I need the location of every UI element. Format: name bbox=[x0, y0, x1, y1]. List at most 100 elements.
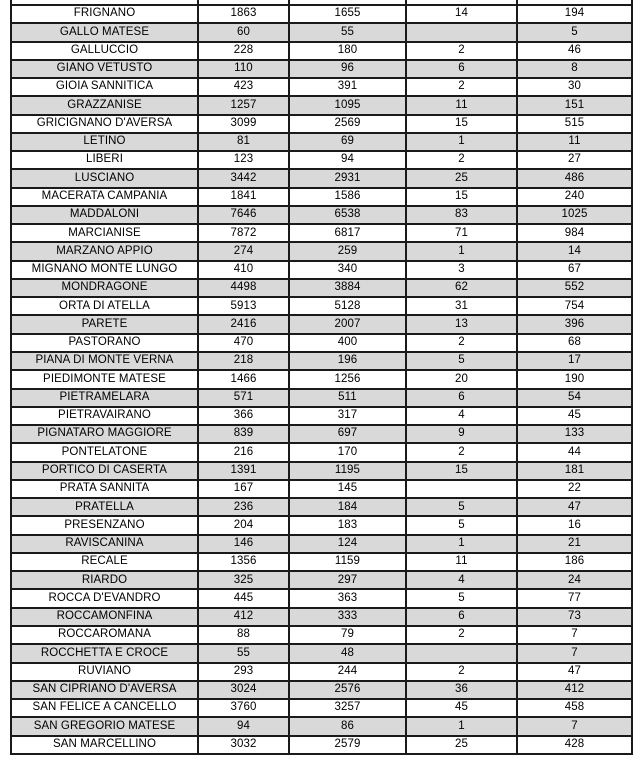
municipality-cell: MIGNANO MONTE LUNGO bbox=[12, 261, 199, 280]
municipality-cell: PASTORANO bbox=[12, 334, 199, 354]
value-cell: 984 bbox=[518, 225, 633, 244]
value-cell: 2 bbox=[407, 444, 518, 463]
municipality-cell: PRATA SANNITA bbox=[12, 480, 199, 500]
value-cell: 7 bbox=[518, 718, 633, 737]
value-cell: 216 bbox=[199, 444, 290, 463]
value-cell: 181 bbox=[518, 462, 633, 481]
value-cell: 9 bbox=[407, 426, 518, 445]
municipality-cell: RUVIANO bbox=[12, 663, 199, 682]
value-cell: 2 bbox=[407, 79, 518, 98]
value-cell: 3099 bbox=[199, 115, 290, 134]
value-cell: 5128 bbox=[290, 298, 407, 317]
value-cell: 11 bbox=[407, 97, 518, 116]
value-cell: 1586 bbox=[290, 188, 407, 207]
municipality-cell: PRATELLA bbox=[12, 499, 199, 518]
value-cell: 259 bbox=[290, 243, 407, 262]
value-cell: 36 bbox=[407, 681, 518, 701]
value-cell: 3760 bbox=[199, 700, 290, 719]
value-cell: 180 bbox=[290, 42, 407, 61]
municipality-cell: PIGNATARO MAGGIORE bbox=[12, 426, 199, 445]
value-cell: 88 bbox=[199, 627, 290, 646]
value-cell: 11 bbox=[518, 133, 633, 153]
value-cell: 2 bbox=[407, 334, 518, 354]
municipality-cell: SAN MARCELLINO bbox=[12, 736, 199, 755]
value-cell: 2931 bbox=[290, 170, 407, 189]
value-cell: 3442 bbox=[199, 170, 290, 189]
municipality-cell: ROCCA D'EVANDRO bbox=[12, 590, 199, 609]
value-cell: 69 bbox=[290, 133, 407, 153]
municipality-cell: PONTELATONE bbox=[12, 444, 199, 463]
value-cell: 1 bbox=[407, 535, 518, 554]
municipality-cell: MARCIANISE bbox=[12, 225, 199, 244]
value-cell: 183 bbox=[290, 517, 407, 536]
value-cell: 236 bbox=[199, 499, 290, 518]
value-cell: 7872 bbox=[199, 225, 290, 244]
value-cell: 1257 bbox=[199, 97, 290, 116]
value-cell: 30 bbox=[518, 79, 633, 98]
value-cell: 79 bbox=[290, 627, 407, 646]
value-cell: 412 bbox=[199, 608, 290, 627]
value-cell: 218 bbox=[199, 353, 290, 372]
table-grid: FRIGNANO 1863 1655 14 194 GALLO MATESE 60 55 5 GA… bbox=[10, 0, 633, 755]
value-cell: 124 bbox=[290, 535, 407, 554]
value-cell: 839 bbox=[199, 426, 290, 445]
municipality-cell: LETINO bbox=[12, 133, 199, 153]
municipality-cell: SAN GREGORIO MATESE bbox=[12, 718, 199, 737]
value-cell: 412 bbox=[518, 681, 633, 701]
value-cell: 391 bbox=[290, 79, 407, 98]
value-cell: 5913 bbox=[199, 298, 290, 317]
municipality-cell: ROCCHETTA E CROCE bbox=[12, 645, 199, 664]
value-cell: 44 bbox=[518, 444, 633, 463]
municipality-cell: ORTA DI ATELLA bbox=[12, 298, 199, 317]
municipality-cell: SAN CIPRIANO D'AVERSA bbox=[12, 681, 199, 701]
value-cell: 55 bbox=[290, 24, 407, 43]
value-cell: 1863 bbox=[199, 5, 290, 25]
value-cell: 133 bbox=[518, 426, 633, 445]
value-cell: 45 bbox=[407, 700, 518, 719]
value-cell: 83 bbox=[407, 206, 518, 226]
value-cell: 11 bbox=[407, 553, 518, 573]
value-cell: 55 bbox=[199, 645, 290, 664]
value-cell bbox=[290, 0, 407, 6]
municipality-cell: GRAZZANISE bbox=[12, 97, 199, 116]
value-cell: 458 bbox=[518, 700, 633, 719]
value-cell: 486 bbox=[518, 170, 633, 189]
value-cell: 60 bbox=[199, 24, 290, 43]
municipality-cell: PIEDIMONTE MATESE bbox=[12, 371, 199, 390]
value-cell: 16 bbox=[518, 517, 633, 536]
value-cell: 5 bbox=[407, 499, 518, 518]
value-cell: 24 bbox=[518, 572, 633, 591]
value-cell: 54 bbox=[518, 389, 633, 408]
value-cell: 15 bbox=[407, 115, 518, 134]
value-cell: 7 bbox=[518, 627, 633, 646]
value-cell: 3 bbox=[407, 261, 518, 280]
municipality-cell: ROCCAMONFINA bbox=[12, 608, 199, 627]
value-cell: 470 bbox=[199, 334, 290, 354]
value-cell: 81 bbox=[199, 133, 290, 153]
value-cell: 5 bbox=[407, 353, 518, 372]
municipality-data-table: FRIGNANO 1863 1655 14 194 GALLO MATESE 60 55 5 GA… bbox=[10, 0, 633, 755]
value-cell: 17 bbox=[518, 353, 633, 372]
value-cell: 4 bbox=[407, 572, 518, 591]
value-cell: 2007 bbox=[290, 316, 407, 335]
value-cell: 20 bbox=[407, 371, 518, 390]
value-cell: 1466 bbox=[199, 371, 290, 390]
value-cell: 293 bbox=[199, 663, 290, 682]
value-cell: 228 bbox=[199, 42, 290, 61]
value-cell: 6817 bbox=[290, 225, 407, 244]
value-cell: 240 bbox=[518, 188, 633, 207]
value-cell: 96 bbox=[290, 60, 407, 80]
value-cell: 2576 bbox=[290, 681, 407, 701]
value-cell: 6538 bbox=[290, 206, 407, 226]
value-cell: 1655 bbox=[290, 5, 407, 25]
value-cell: 71 bbox=[407, 225, 518, 244]
value-cell: 110 bbox=[199, 60, 290, 80]
value-cell: 3032 bbox=[199, 736, 290, 755]
value-cell: 2 bbox=[407, 152, 518, 171]
value-cell: 22 bbox=[518, 480, 633, 500]
municipality-cell: ROCCAROMANA bbox=[12, 627, 199, 646]
value-cell: 68 bbox=[518, 334, 633, 354]
value-cell: 244 bbox=[290, 663, 407, 682]
value-cell: 2416 bbox=[199, 316, 290, 335]
value-cell: 67 bbox=[518, 261, 633, 280]
